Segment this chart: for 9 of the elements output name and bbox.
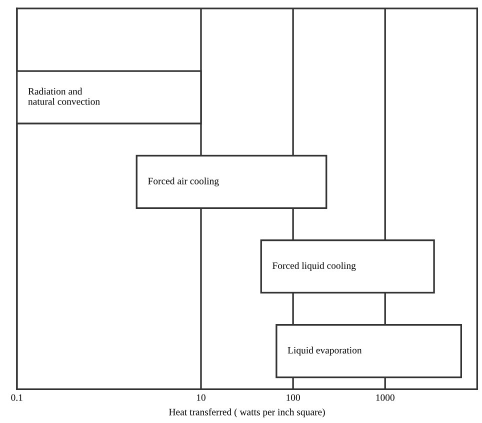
x-tick-label: 0.1 bbox=[11, 394, 22, 401]
x-tick-label: 100 bbox=[286, 394, 300, 401]
y-tick-label: Forced liquid cooling bbox=[272, 262, 356, 271]
x-tick-label: 1000 bbox=[376, 394, 394, 401]
y-tick-label: Forced air cooling bbox=[148, 177, 219, 186]
x-axis-title: Heat transferred ( watts per inch square) bbox=[169, 408, 325, 418]
y-tick-label: Radiation and natural convection bbox=[28, 88, 100, 105]
y-tick-label: Liquid evaporation bbox=[288, 346, 362, 356]
x-tick-label: 10 bbox=[196, 394, 206, 401]
